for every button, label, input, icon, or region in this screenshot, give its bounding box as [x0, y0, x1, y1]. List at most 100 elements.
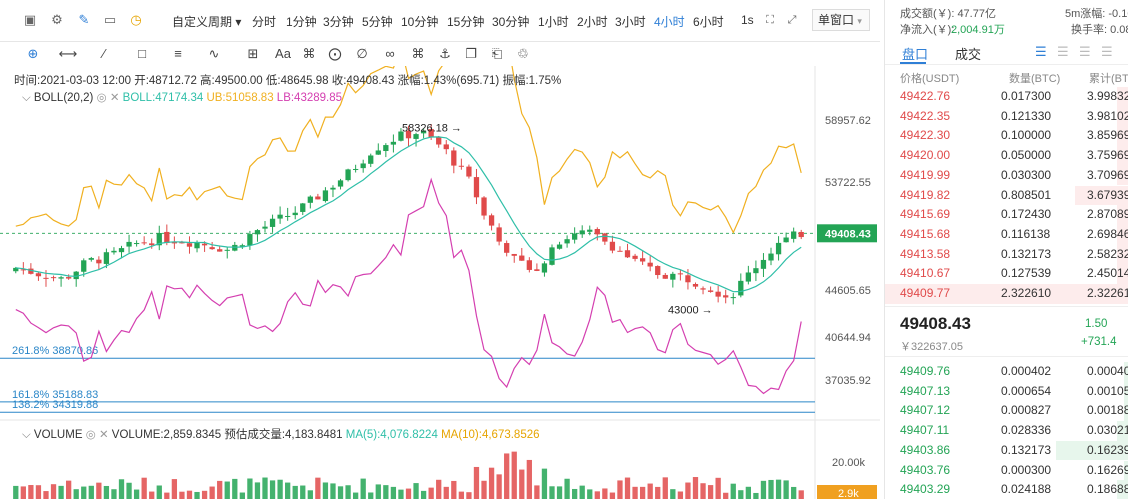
candle-body [481, 197, 487, 216]
period-6[interactable]: 30分钟 [492, 15, 530, 29]
depth-bar [1116, 165, 1128, 186]
ask-row[interactable]: 49419.82 0.808501 3.67939 [885, 185, 1128, 206]
ask-price: 49415.69 [900, 207, 951, 222]
volume-bar [164, 492, 170, 499]
ask-row[interactable]: 49415.68 0.116138 2.69846 [885, 224, 1128, 245]
ohlc-info: 时间:2021-03-03 12:00 开:48712.72 高:49500.0… [14, 75, 562, 87]
bid-row[interactable]: 49407.13 0.000654 0.00105 [885, 381, 1128, 402]
volume-bar [43, 491, 49, 499]
chart-toolbar: ▣ ⚙ ✎ ▭ ◷ 自定义周期 ▾ 分时 1分钟 3分钟 5分钟 10分钟 15分钟 30分… [0, 0, 880, 42]
settings-icon[interactable]: ⚙ [51, 12, 63, 27]
brush-icon[interactable]: ⨀ [328, 46, 342, 61]
bid-row[interactable]: 49407.12 0.000827 0.00188 [885, 401, 1128, 422]
period-9[interactable]: 3小时 [615, 15, 646, 29]
collapse-icon[interactable]: ⌵ [22, 429, 31, 441]
volume-bar [217, 480, 223, 499]
candle-body [564, 239, 570, 244]
ask-row[interactable]: 49419.99 0.030300 3.70969 [885, 165, 1128, 186]
period-1[interactable]: 1分钟 [286, 15, 317, 29]
layout-bids-icon[interactable]: ☰ [1079, 44, 1091, 59]
change-percent: 1.50 [1085, 318, 1108, 330]
link-icon[interactable]: ∞ [385, 46, 395, 61]
ask-row[interactable]: 49410.67 0.127539 2.45014 [885, 264, 1128, 284]
horizontal-line-icon[interactable]: ⟷ [58, 46, 78, 61]
period-5[interactable]: 15分钟 [447, 15, 485, 29]
layout-list-icon[interactable]: ☰ [1101, 44, 1113, 59]
ask-row[interactable]: 49422.30 0.100000 3.85969 [885, 126, 1128, 147]
ask-total: 3.75969 [1087, 148, 1128, 163]
candle-body [496, 227, 502, 242]
chart-canvas[interactable]: 58957.62 53722.55 44605.65 40644.94 37035.92… [0, 66, 880, 499]
period-8[interactable]: 2小时 [577, 15, 608, 29]
volume-bar [647, 483, 653, 499]
bid-row[interactable]: 49409.76 0.000402 0.00040 [885, 362, 1128, 382]
volume-bar [398, 489, 404, 499]
candle-body [458, 165, 465, 167]
lock-icon[interactable]: ⌘ [411, 46, 425, 61]
price-tick: 44605.65 [825, 285, 871, 297]
volume-bar [556, 486, 563, 499]
volume-bar [541, 468, 548, 499]
bid-row[interactable]: 49407.11 0.028336 0.03021 [885, 421, 1128, 441]
collapse-icon[interactable]: ⌵ [22, 92, 31, 104]
fullscreen-icon[interactable]: ⛶ [766, 14, 774, 26]
candle-body [194, 242, 200, 249]
ask-price: 49419.99 [900, 167, 951, 182]
ask-row[interactable]: 49422.76 0.017300 3.99832 [885, 87, 1128, 107]
eye-icon[interactable]: ◎ [85, 429, 96, 441]
period-2[interactable]: 3分钟 [323, 15, 354, 29]
chart-type-icon[interactable]: ▣ [23, 12, 37, 27]
text-icon[interactable]: Aa [275, 46, 291, 61]
layout-both-icon[interactable]: ☰ [1035, 44, 1047, 59]
wave-icon[interactable]: ∿ [208, 46, 220, 61]
trend-line-icon[interactable]: ∕ [102, 46, 106, 61]
tab-orderbook[interactable]: 盘口 [902, 47, 929, 62]
clock-icon[interactable]: ◷ [130, 12, 142, 27]
candle-body [670, 273, 676, 280]
candle-body [783, 237, 789, 243]
ask-row[interactable]: 49409.77 2.322610 2.32261 [885, 284, 1128, 304]
measure-icon[interactable]: ⊞ [247, 46, 259, 61]
ask-total: 2.87089 [1087, 207, 1128, 222]
period-0[interactable]: 分时 [252, 15, 277, 29]
bid-price: 49403.29 [900, 482, 951, 497]
volume-bar [473, 466, 480, 499]
bid-row[interactable]: 49403.76 0.000300 0.16269 [885, 460, 1128, 481]
bid-row[interactable]: 49403.86 0.132173 0.16239 [885, 440, 1128, 461]
tab-trades[interactable]: 成交 [955, 47, 982, 62]
custom-period-button[interactable]: 自定义周期 ▾ [172, 15, 242, 29]
screenshot-icon[interactable]: ⎗ [491, 46, 503, 61]
pattern-icon[interactable]: ⌘ [302, 46, 316, 61]
bid-row[interactable]: 49403.29 0.024188 0.18688 [885, 480, 1128, 499]
candle-body [443, 144, 449, 150]
crosshair-icon[interactable]: ⊕ [27, 46, 39, 61]
period-12[interactable]: 1s [741, 13, 754, 27]
close-icon[interactable]: ✕ [98, 429, 109, 441]
anchor-icon[interactable]: ⚓ [439, 46, 451, 61]
ask-qty: 0.132173 [1001, 246, 1052, 261]
fib-icon[interactable]: ≡ [174, 46, 182, 61]
eye-icon[interactable]: ◎ [96, 92, 107, 104]
layout-asks-icon[interactable]: ☰ [1057, 44, 1069, 59]
volume-bar [247, 478, 253, 499]
period-7[interactable]: 1小时 [538, 15, 569, 29]
magnet-icon[interactable]: ∅ [356, 46, 368, 61]
period-3[interactable]: 5分钟 [362, 15, 393, 29]
window-mode-select[interactable]: 单窗口 ▾ [812, 9, 870, 31]
period-4[interactable]: 10分钟 [401, 15, 439, 29]
period-10[interactable]: 4小时 [654, 15, 685, 29]
ask-qty: 0.808501 [1001, 187, 1052, 202]
kline-chart[interactable]: 58957.62 53722.55 44605.65 40644.94 37035.92… [0, 66, 880, 499]
ask-row[interactable]: 49422.35 0.121330 3.98102 [885, 106, 1128, 127]
period-11[interactable]: 6小时 [693, 15, 724, 29]
close-icon[interactable]: ✕ [109, 92, 120, 104]
draw-icon[interactable]: ✎ [78, 12, 90, 27]
ask-row[interactable]: 49415.69 0.172430 2.87089 [885, 205, 1128, 225]
ask-row[interactable]: 49420.00 0.050000 3.75969 [885, 146, 1128, 166]
trash-icon[interactable]: ♲ [517, 46, 529, 61]
rectangle-icon[interactable]: □ [138, 46, 146, 61]
ask-row[interactable]: 49413.58 0.132173 2.58232 [885, 244, 1128, 265]
copy-icon[interactable]: ❐ [465, 46, 477, 61]
save-icon[interactable]: ▭ [103, 12, 117, 27]
expand-icon[interactable]: ⤢ [787, 14, 797, 26]
